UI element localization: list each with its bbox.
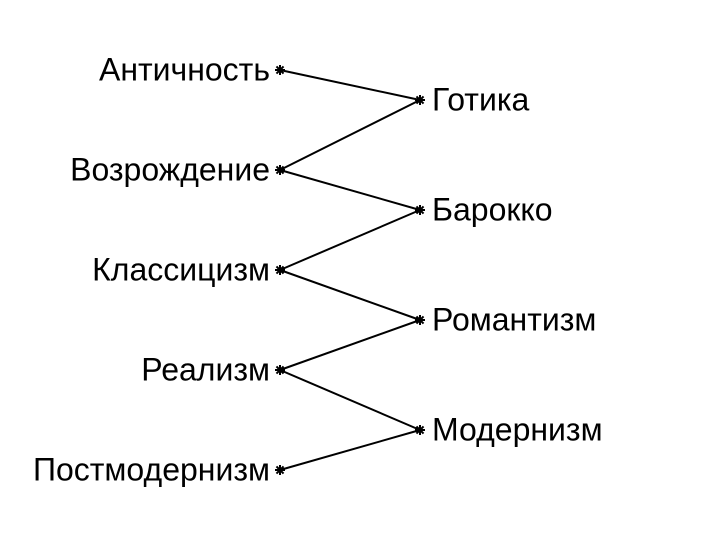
left-item-3: Реализм: [141, 352, 270, 389]
node-marker: [275, 365, 285, 375]
edge: [280, 270, 420, 320]
edge: [280, 370, 420, 430]
left-item-4: Постмодернизм: [33, 452, 270, 489]
diagram-canvas: Античность Возрождение Классицизм Реализ…: [0, 0, 720, 540]
edge: [280, 320, 420, 370]
markers-group: [275, 65, 425, 475]
left-item-0: Античность: [99, 52, 270, 89]
edge: [280, 70, 420, 100]
node-marker: [275, 465, 285, 475]
left-item-1: Возрождение: [70, 152, 270, 189]
edge: [280, 170, 420, 210]
left-item-2: Классицизм: [92, 252, 270, 289]
node-marker: [275, 265, 285, 275]
right-item-1: Барокко: [432, 192, 553, 229]
edge: [280, 100, 420, 170]
node-marker: [275, 165, 285, 175]
node-marker: [415, 95, 425, 105]
node-marker: [415, 205, 425, 215]
node-marker: [415, 425, 425, 435]
edge: [280, 430, 420, 470]
edge: [280, 210, 420, 270]
right-item-0: Готика: [432, 82, 529, 119]
node-marker: [415, 315, 425, 325]
right-item-2: Романтизм: [432, 302, 596, 339]
node-marker: [275, 65, 285, 75]
right-item-3: Модернизм: [432, 412, 603, 449]
edges-group: [280, 70, 420, 470]
